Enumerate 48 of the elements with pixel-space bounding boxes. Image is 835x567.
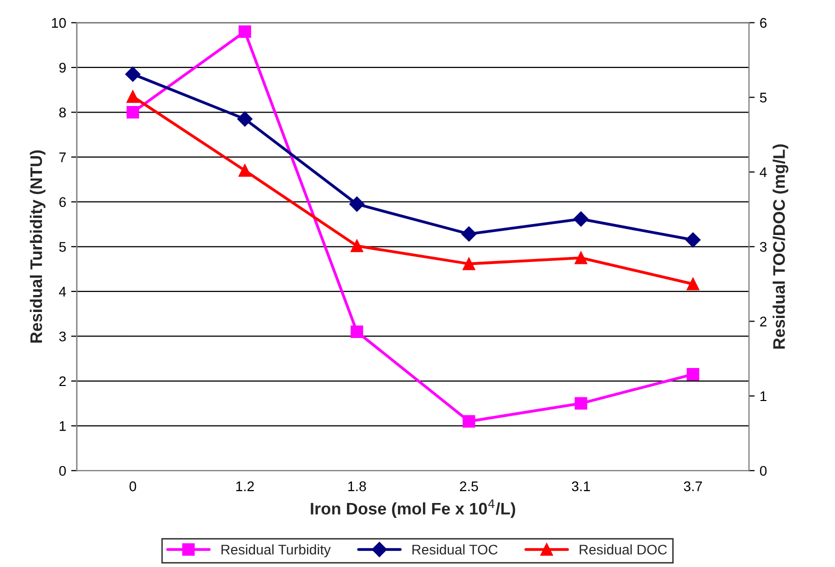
y-tick-label: 3 — [59, 332, 66, 342]
y-tick-label: 6 — [59, 197, 66, 208]
point — [462, 258, 476, 270]
y-tick-label: 9 — [59, 62, 66, 73]
point — [573, 211, 589, 227]
point — [685, 232, 701, 248]
x-axis-title: Iron Dose (mol Fe x 10$^{4}$/L) — [310, 500, 516, 518]
y2-tick-label: 1 — [760, 391, 766, 401]
point — [350, 326, 364, 338]
y2-axis-title: Residual TOC/DOC (mg/L) — [772, 144, 788, 349]
x-tick-label: 1.2 — [236, 481, 254, 492]
point — [238, 164, 252, 177]
point — [686, 368, 700, 381]
point — [574, 252, 588, 264]
x-tick-label: 3.7 — [684, 481, 702, 492]
point — [462, 415, 476, 428]
y-tick-label: 8 — [59, 108, 66, 118]
point — [574, 397, 588, 410]
point — [686, 278, 700, 290]
legend-label: Residual DOC — [580, 544, 667, 555]
y2-tick-label: 6 — [760, 18, 767, 28]
y-tick-label: 5 — [59, 242, 66, 252]
y2-tick-label: 0 — [760, 466, 767, 476]
point — [126, 106, 140, 119]
y2-tick-label: 2 — [760, 316, 766, 326]
x-tick-label: 3.1 — [572, 481, 590, 492]
y-tick-label: 7 — [59, 152, 66, 162]
x-tick-label: 1.8 — [348, 481, 366, 492]
point — [238, 25, 252, 38]
y-axis-title: Residual Turbidity (NTU) — [30, 150, 46, 343]
y-tick-label: 2 — [59, 376, 66, 386]
y2-tick-label: 3 — [760, 242, 767, 252]
y-tick-label: 10 — [52, 18, 66, 28]
point — [350, 240, 364, 252]
y2-tick-label: 5 — [760, 92, 767, 103]
x-tick-label: 0 — [130, 481, 136, 492]
legend-label: Residual TOC — [412, 544, 498, 555]
y2-tick-label: 4 — [760, 167, 767, 178]
y-tick-label: 4 — [59, 286, 66, 296]
point — [349, 196, 364, 212]
y-tick-label: 1 — [60, 421, 66, 431]
y-tick-label: 0 — [59, 466, 66, 476]
point — [125, 66, 140, 82]
point — [237, 111, 252, 127]
point — [461, 226, 476, 242]
legend-label: Residual Turbidity — [222, 544, 331, 558]
x-tick-label: 2.5 — [460, 481, 478, 492]
point — [126, 90, 140, 103]
